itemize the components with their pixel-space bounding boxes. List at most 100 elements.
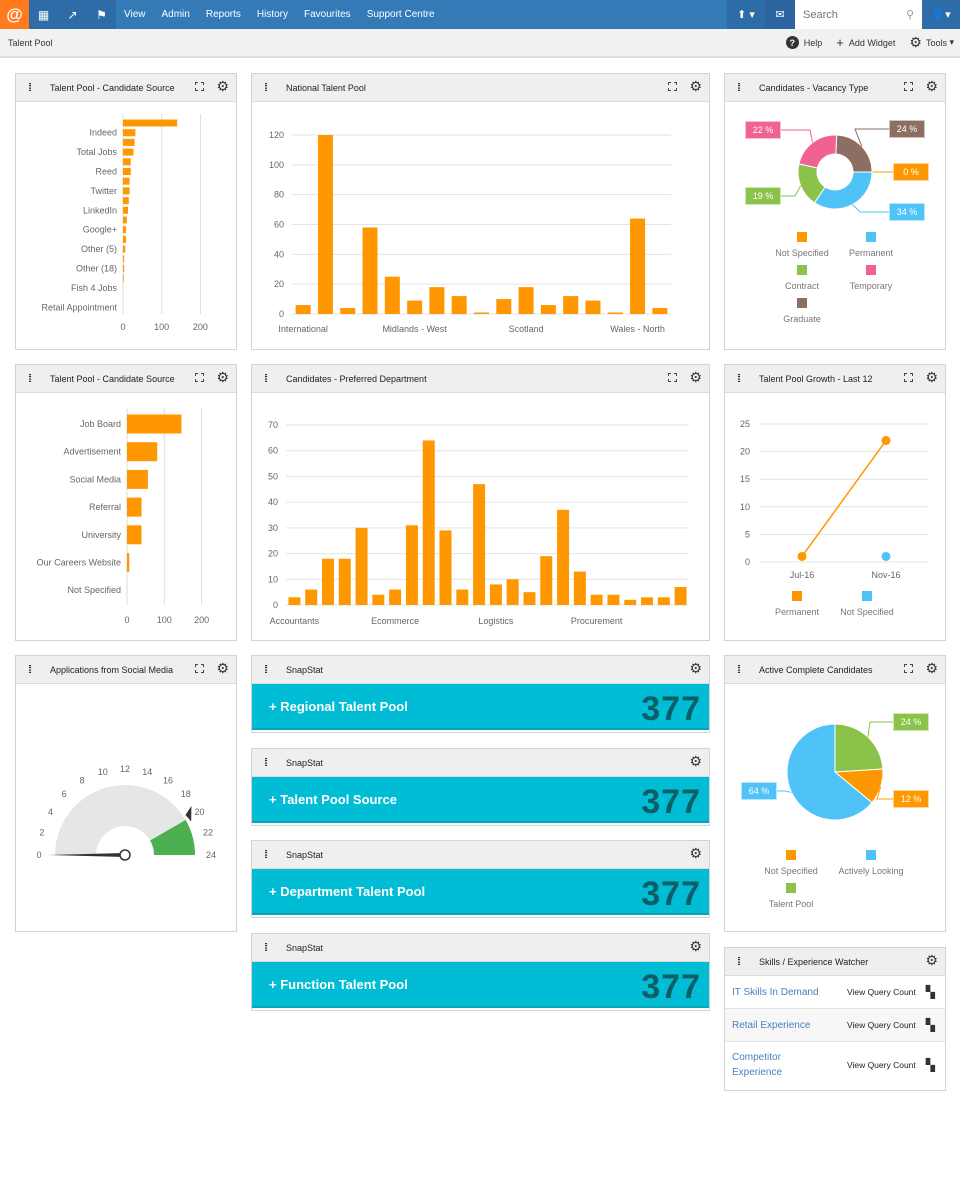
settings-gear-icon[interactable]: ⚙ [925, 952, 938, 968]
legend-item[interactable]: Graduate [757, 298, 847, 324]
snapstat-panel[interactable]: + Regional Talent Pool 377 [252, 684, 709, 730]
expand-icon[interactable] [904, 82, 913, 91]
snapstat-panel[interactable]: + Talent Pool Source 377 [252, 777, 709, 823]
snapstat-value: 377 [641, 783, 701, 821]
snapstat-title[interactable]: + Department Talent Pool [269, 884, 426, 899]
x-tick-label: 200 [194, 615, 209, 625]
search-input[interactable] [803, 8, 893, 21]
view-query-count[interactable]: View Query Count [846, 1020, 916, 1030]
expand-icon[interactable] [195, 82, 204, 91]
y-tick-label: 40 [268, 497, 278, 507]
trend-icon[interactable]: ↗ [58, 0, 87, 29]
skill-link[interactable]: Retail Experience [732, 1019, 811, 1031]
legend-item[interactable]: Not Specified [822, 591, 912, 617]
query-count-icon[interactable]: ▚ [925, 1058, 935, 1072]
view-query-count[interactable]: View Query Count [846, 987, 916, 997]
gauge-tick-label: 20 [194, 807, 204, 817]
drag-handle-icon[interactable]: ⁞⁞ [264, 372, 268, 385]
legend-item[interactable]: Actively Looking [826, 850, 916, 876]
snapstat-panel[interactable]: + Department Talent Pool 377 [252, 869, 709, 915]
y-tick-label: 0 [279, 309, 284, 319]
expand-icon[interactable] [195, 373, 204, 382]
settings-gear-icon[interactable]: ⚙ [216, 660, 229, 676]
drag-handle-icon[interactable]: ⁞⁞ [264, 81, 268, 94]
snapstat-title[interactable]: + Function Talent Pool [269, 977, 408, 992]
legend-item[interactable]: Permanent [826, 232, 916, 258]
snapstat-title[interactable]: + Talent Pool Source [269, 792, 397, 807]
view-query-count[interactable]: View Query Count [846, 1060, 916, 1070]
expand-icon[interactable] [195, 664, 204, 673]
drag-handle-icon[interactable]: ⁞⁞ [264, 756, 268, 769]
legend-item[interactable]: Permanent [752, 591, 842, 617]
drag-handle-icon[interactable]: ⁞⁞ [264, 941, 268, 954]
bar [422, 440, 435, 605]
snapstat-panel[interactable]: + Function Talent Pool 377 [252, 962, 709, 1008]
logo[interactable]: @ [0, 0, 29, 29]
mail-icon[interactable]: ✉ [765, 0, 795, 29]
pie-slice [835, 134, 873, 173]
menu-favourites[interactable]: Favourites [304, 9, 351, 20]
drag-handle-icon[interactable]: ⁞⁞ [264, 663, 268, 676]
settings-gear-icon[interactable]: ⚙ [689, 845, 702, 861]
category-label: Twitter [90, 186, 117, 196]
drag-handle-icon[interactable]: ⁞⁞ [28, 663, 32, 676]
bar [127, 442, 158, 462]
sub-header: Talent Pool ? Help + Add Widget ⚙ Tools ▾ [0, 29, 960, 58]
settings-gear-icon[interactable]: ⚙ [216, 369, 229, 385]
menu-view[interactable]: View [124, 9, 146, 20]
drag-handle-icon[interactable]: ⁞⁞ [737, 955, 741, 968]
legend-item[interactable]: Talent Pool [746, 883, 836, 909]
expand-icon[interactable] [668, 82, 677, 91]
settings-gear-icon[interactable]: ⚙ [689, 938, 702, 954]
drag-handle-icon[interactable]: ⁞⁞ [264, 848, 268, 861]
drag-handle-icon[interactable]: ⁞⁞ [737, 372, 741, 385]
gauge-tick-label: 22 [203, 828, 213, 838]
talent-pool-growth-chart: 0 5 10 15 20 25 Jul-16 Nov-16 [740, 419, 928, 580]
legend-label: Contract [784, 281, 819, 291]
drag-handle-icon[interactable]: ⁞⁞ [28, 81, 32, 94]
menu-support-centre[interactable]: Support Centre [366, 9, 435, 20]
expand-icon[interactable] [668, 373, 677, 382]
snapstat-title[interactable]: + Regional Talent Pool [269, 699, 408, 714]
menu-reports[interactable]: Reports [205, 9, 241, 20]
query-count-icon[interactable]: ▚ [925, 985, 935, 999]
search-icon[interactable]: ⚲ [905, 9, 914, 21]
data-label: 19 % [745, 187, 781, 205]
legend-item[interactable]: Not Specified [757, 232, 847, 258]
expand-icon[interactable] [904, 664, 913, 673]
settings-gear-icon[interactable]: ⚙ [925, 369, 938, 385]
settings-gear-icon[interactable]: ⚙ [925, 78, 938, 94]
help-label: Help [803, 37, 823, 48]
legend-item[interactable]: Not Specified [746, 850, 836, 876]
drag-handle-icon[interactable]: ⁞⁞ [737, 663, 741, 676]
flag-icon[interactable]: ⚑ [87, 0, 116, 29]
settings-gear-icon[interactable]: ⚙ [689, 660, 702, 676]
settings-gear-icon[interactable]: ⚙ [925, 660, 938, 676]
bar [123, 226, 127, 234]
query-count-icon[interactable]: ▚ [925, 1018, 935, 1032]
gauge-pivot [119, 849, 131, 861]
skill-link[interactable]: Competitor Experience [732, 1052, 783, 1078]
settings-gear-icon[interactable]: ⚙ [689, 78, 702, 94]
settings-gear-icon[interactable]: ⚙ [216, 78, 229, 94]
upload-icon[interactable]: ⬆ ▾ [727, 0, 765, 29]
expand-icon[interactable] [904, 373, 913, 382]
legend-item[interactable]: Temporary [826, 265, 916, 291]
add-widget-button[interactable]: + Add Widget [836, 35, 895, 50]
gauge-tick-label: 18 [181, 789, 191, 799]
settings-gear-icon[interactable]: ⚙ [689, 753, 702, 769]
settings-gear-icon[interactable]: ⚙ [689, 369, 702, 385]
help-button[interactable]: ? Help [785, 36, 823, 49]
dashboard-icon[interactable]: ▦ [29, 0, 58, 29]
user-icon[interactable]: 👤▾ [922, 0, 960, 29]
menu-history[interactable]: History [256, 9, 288, 20]
menu-admin[interactable]: Admin [161, 9, 190, 20]
drag-handle-icon[interactable]: ⁞⁞ [737, 81, 741, 94]
legend-item[interactable]: Contract [757, 265, 847, 291]
tools-button[interactable]: ⚙ Tools ▾ [909, 34, 954, 50]
drag-handle-icon[interactable]: ⁞⁞ [28, 372, 32, 385]
breadcrumb: Talent Pool [8, 37, 53, 48]
skill-link[interactable]: IT Skills In Demand [732, 986, 819, 998]
bar [657, 597, 670, 605]
